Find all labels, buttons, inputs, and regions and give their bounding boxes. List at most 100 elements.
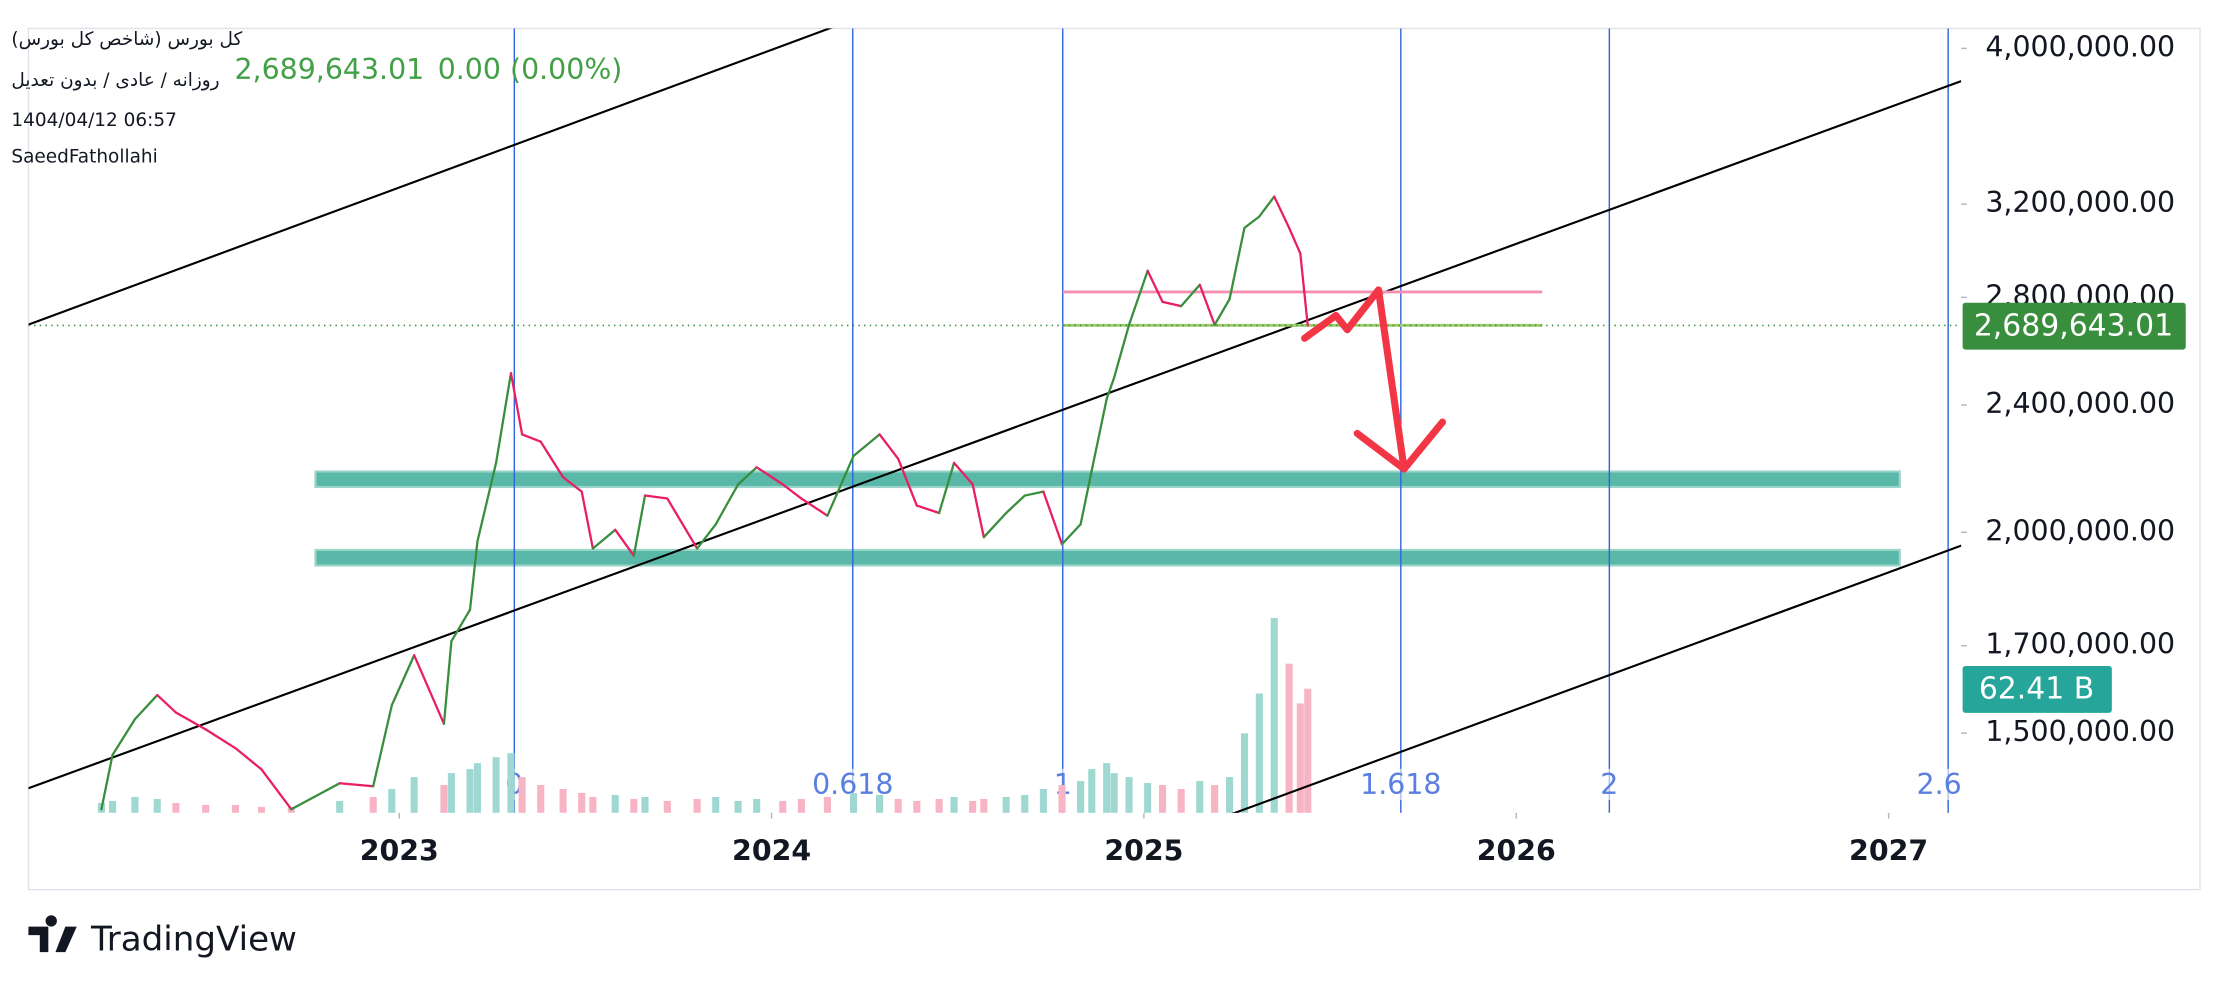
price-segment: [468, 540, 479, 611]
volume-bar: [913, 800, 921, 813]
price-segment: [1198, 283, 1216, 326]
volume-bar: [641, 796, 649, 813]
price-segment: [580, 490, 595, 550]
volume-bar: [779, 800, 787, 813]
price-segment: [1005, 494, 1026, 515]
volume-bar: [894, 798, 902, 813]
volume-bar: [1103, 763, 1111, 813]
price-segment: [1105, 376, 1116, 401]
price-segment: [290, 782, 341, 811]
logo-text: TradingView: [90, 919, 297, 959]
price-segment: [826, 454, 855, 517]
price-segment: [1161, 300, 1183, 308]
x-tick-label: 2026: [1477, 835, 1556, 868]
volume-bar: [492, 757, 500, 813]
volume-bar: [153, 798, 161, 813]
forecast-arrow: [1301, 286, 1408, 473]
volume-bar: [257, 806, 266, 813]
price-segment: [204, 728, 237, 750]
volume-bar: [336, 800, 344, 813]
price-segment: [1127, 269, 1149, 326]
volume-bar: [1226, 777, 1234, 813]
channel-line: [1231, 544, 1962, 813]
volume-bar: [1125, 777, 1133, 813]
price-segment: [494, 372, 513, 465]
volume-bar: [440, 785, 448, 813]
volume-bar: [797, 798, 805, 813]
price-segment: [390, 654, 416, 707]
volume-bar: [1285, 663, 1293, 813]
price-segment: [800, 497, 829, 517]
price-segment: [111, 718, 137, 756]
arrow-head: [1353, 418, 1447, 473]
y-tick-label: 2,000,000.00: [1985, 514, 2175, 547]
volume-bar: [1158, 785, 1167, 813]
volume-bar: [559, 789, 567, 813]
x-tick-label: 2025: [1104, 835, 1183, 868]
price-segment: [781, 483, 803, 500]
price-segment: [591, 528, 617, 550]
volume-bar: [980, 798, 988, 813]
price-segment: [1023, 490, 1045, 497]
price-segment: [878, 433, 900, 460]
symbol-title: کل بورس (شاخص کل بورس): [11, 29, 242, 50]
volume-bar: [1002, 796, 1010, 813]
price-segment: [1090, 397, 1108, 472]
volume-tag: [1962, 665, 2112, 713]
volume-bar: [172, 802, 180, 813]
y-tick-label: 2,400,000.00: [1985, 387, 2175, 420]
logo: TradingView: [28, 915, 297, 959]
volume-bar: [969, 800, 977, 813]
price-segment: [1180, 283, 1201, 308]
price-segment: [509, 372, 524, 436]
header-price: 2,689,643.01: [234, 53, 424, 86]
interval: روزانه / عادی / بدون تعدیل: [11, 70, 219, 91]
price-segment: [1042, 490, 1064, 546]
price-segment: [714, 483, 740, 526]
price-segment: [476, 461, 498, 543]
volume-bar: [1211, 785, 1219, 813]
volume-bar: [823, 796, 831, 813]
fib-label-bg: [1358, 768, 1444, 801]
volume-bar: [950, 796, 958, 813]
volume-tag-label: 62.41 B: [1979, 672, 2094, 707]
price-segment: [1299, 252, 1309, 327]
price-segment: [520, 433, 542, 443]
volume-bar: [1058, 785, 1066, 813]
price-segment: [561, 476, 583, 493]
price-segment: [915, 504, 941, 515]
y-tick-label: 3,200,000.00: [1985, 186, 2175, 219]
price-segment: [1113, 323, 1131, 379]
timestamp: 1404/04/12 06:57: [11, 110, 177, 131]
price-segment: [643, 494, 669, 500]
price-segment: [133, 693, 159, 721]
volume-bar: [1240, 733, 1249, 813]
volume-bar: [753, 798, 761, 813]
price-segment: [952, 461, 974, 486]
y-tick-label: 1,500,000.00: [1985, 715, 2175, 748]
price-segment: [1258, 195, 1276, 218]
volume-bar: [693, 798, 701, 813]
fib-label-bg: [1566, 768, 1652, 801]
volume-bar: [1144, 783, 1152, 813]
volume-bar: [849, 792, 858, 813]
price-segment: [971, 483, 985, 539]
channel-line: [28, 28, 833, 326]
price-segment: [897, 457, 918, 507]
chart-frame: [27, 27, 2201, 891]
author: SaeedFathollahi: [11, 147, 157, 168]
volume-bar: [876, 794, 884, 813]
volume-bar: [935, 798, 943, 813]
price-segment: [982, 511, 1008, 539]
price-segment: [174, 711, 207, 731]
volume-bar: [1021, 794, 1029, 813]
volume-bar: [1177, 789, 1185, 813]
price-segment: [695, 523, 717, 550]
header-change: 0.00 (0.00%): [438, 53, 623, 86]
volume-bar: [466, 769, 474, 813]
price-segment: [156, 693, 178, 714]
support-zone: [314, 548, 1901, 567]
volume-bar: [1110, 773, 1118, 813]
